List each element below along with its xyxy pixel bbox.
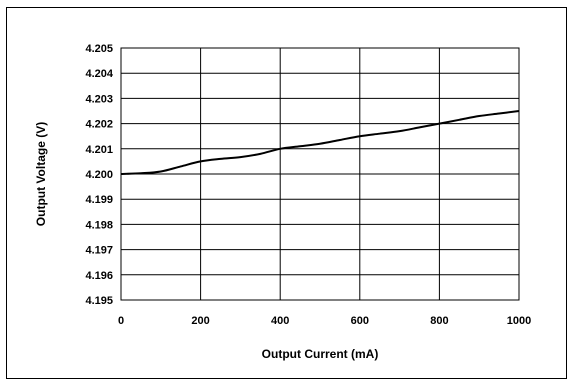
y-tick-label: 4.199	[85, 194, 113, 206]
x-tick-label: 600	[351, 315, 369, 327]
series-line	[120, 110, 520, 175]
x-tick-label: 200	[191, 315, 209, 327]
y-tick-label: 4.201	[85, 144, 113, 156]
x-tick-label: 0	[118, 315, 124, 327]
y-tick-label: 4.205	[85, 43, 113, 55]
y-tick-label: 4.195	[85, 295, 113, 307]
x-tick-label: 800	[430, 315, 448, 327]
y-tick-label: 4.203	[85, 93, 113, 105]
y-tick-label: 4.204	[85, 68, 113, 80]
x-axis-title: Output Current (mA)	[262, 347, 379, 361]
x-tick-label: 1000	[507, 315, 531, 327]
x-axis-ticks: 0 200 400 600 800 1000	[118, 315, 531, 327]
y-tick-label: 4.200	[85, 169, 113, 181]
y-tick-label: 4.196	[85, 270, 113, 282]
chart-frame: 4.205 4.204 4.203 4.202 4.201 4.200 4.199 4.198…	[6, 7, 567, 379]
y-tick-label: 4.197	[85, 245, 113, 257]
grid	[121, 48, 519, 300]
line-chart: 4.205 4.204 4.203 4.202 4.201 4.200 4.199 4.198…	[34, 43, 531, 361]
y-axis-ticks: 4.205 4.204 4.203 4.202 4.201 4.200 4.199 4.198…	[85, 43, 113, 307]
y-tick-label: 4.198	[85, 219, 113, 231]
y-axis-title: Output Voltage (V)	[34, 122, 48, 226]
x-tick-label: 400	[271, 315, 289, 327]
y-tick-label: 4.202	[85, 119, 113, 131]
